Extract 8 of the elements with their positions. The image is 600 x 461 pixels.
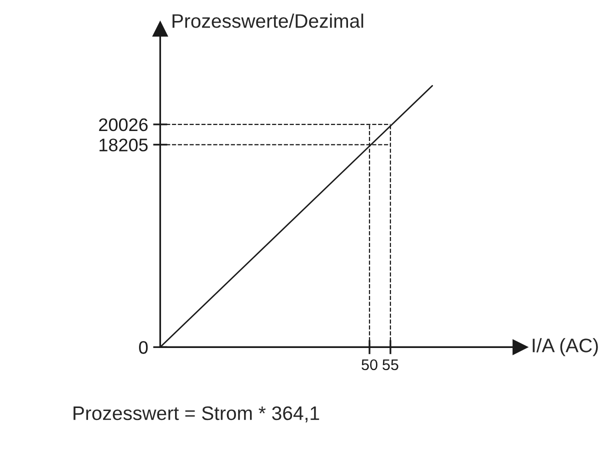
y-axis-title: Prozesswerte/Dezimal xyxy=(172,14,364,28)
y-tick-label: 18205 xyxy=(100,138,148,152)
x-tick-label: 50 xyxy=(362,359,378,370)
x-axis-title: I/A (AC) xyxy=(532,338,598,356)
text: Prozesswert = Strom * 364,1 xyxy=(74,406,320,422)
x-tick-label: 55 xyxy=(382,360,398,370)
y-tick-label: 20026 xyxy=(99,118,148,132)
y-tick-label: 0 xyxy=(139,341,148,354)
